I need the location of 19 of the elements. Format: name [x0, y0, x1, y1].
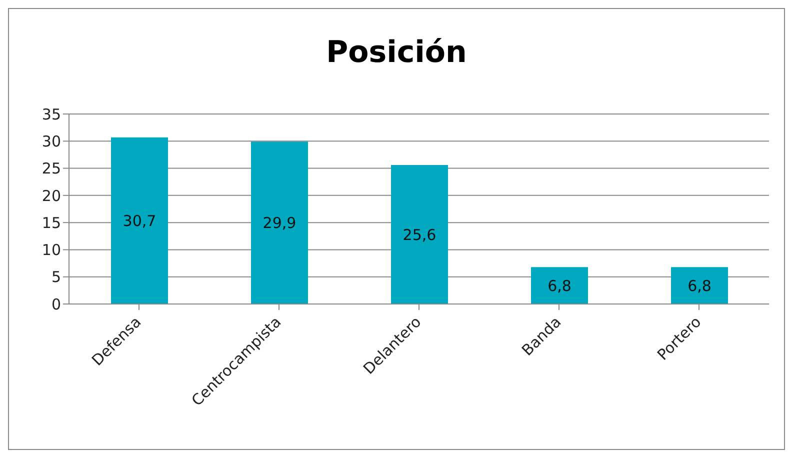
data-label: 6,8: [688, 276, 712, 295]
y-tick-label: 20: [42, 186, 61, 205]
data-label: 6,8: [548, 276, 572, 295]
y-tick-label: 0: [51, 295, 61, 314]
y-tick-label: 25: [42, 160, 61, 178]
y-tick-label: 30: [42, 132, 61, 150]
bar: [251, 142, 308, 304]
bar: [111, 137, 168, 304]
data-label: 29,9: [262, 214, 296, 232]
data-label: 30,7: [122, 212, 156, 230]
data-label: 25,6: [402, 226, 436, 244]
y-tick-label: 15: [42, 214, 61, 232]
bar: [671, 267, 728, 304]
bar: [391, 165, 448, 304]
y-tick-label: 5: [51, 268, 61, 286]
chart-title: Posición: [325, 35, 468, 70]
y-tick-label: 10: [42, 241, 61, 260]
bar: [531, 267, 588, 304]
y-tick-label: 35: [42, 105, 61, 124]
